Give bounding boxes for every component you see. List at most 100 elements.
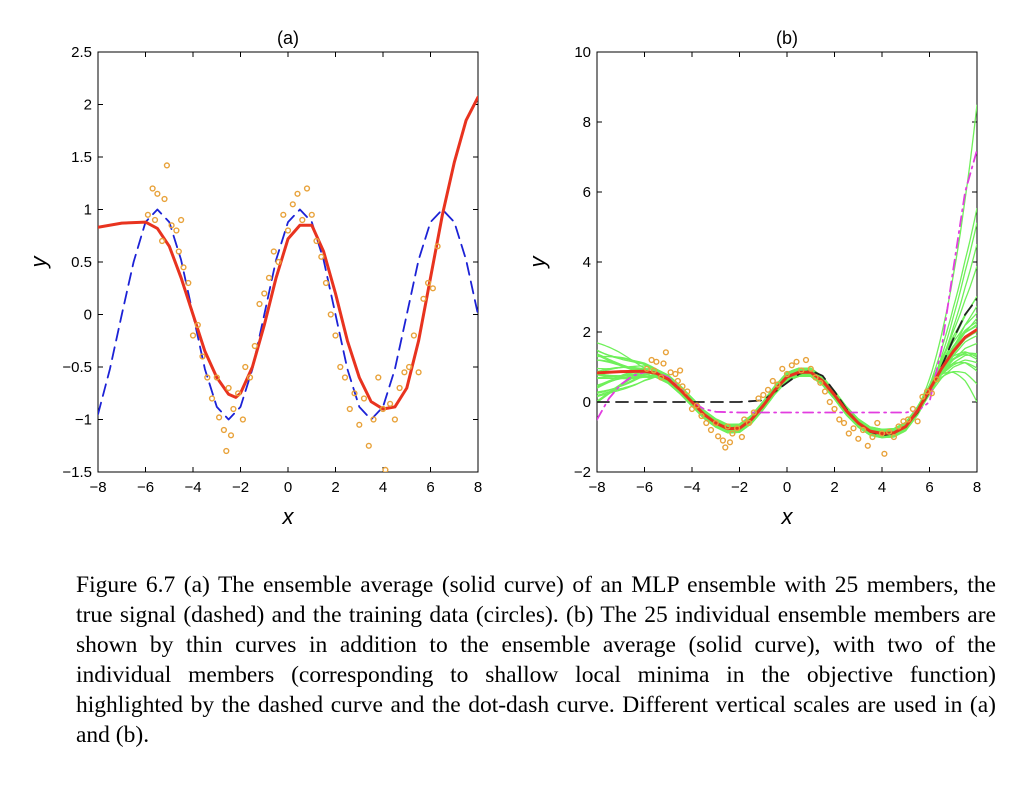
- x-tick-label: −8: [89, 479, 106, 496]
- data-point: [719, 437, 727, 444]
- x-tick-label: 6: [925, 479, 933, 496]
- y-tick-label: 2: [84, 97, 92, 114]
- member-line: [597, 351, 977, 439]
- data-point: [802, 356, 810, 364]
- data-point: [168, 222, 175, 229]
- data-point: [175, 248, 182, 255]
- panel-title: (a): [277, 28, 299, 48]
- data-point: [370, 416, 377, 423]
- y-tick-label: −2: [574, 464, 591, 481]
- y-tick-label: 1: [84, 202, 92, 219]
- data-point: [914, 418, 921, 425]
- data-point: [194, 321, 201, 329]
- data-point: [724, 423, 731, 430]
- x-tick-label: −8: [588, 479, 605, 496]
- data-point: [242, 363, 249, 371]
- data-point: [434, 243, 441, 250]
- curves: [597, 104, 977, 457]
- curves: [98, 95, 478, 472]
- data-point: [653, 358, 660, 365]
- panel-a: −8 −6 −4 −2 0 2 4 6 8 −1.5 −1 −0.5 0 0.5 1 1.5 2 2.5 (a) x y: [26, 28, 482, 529]
- data-point: [688, 405, 696, 413]
- data-point: [679, 383, 686, 390]
- x-axis-label: x: [282, 504, 295, 529]
- data-point: [230, 405, 237, 413]
- data-point: [289, 201, 296, 208]
- data-point: [275, 258, 282, 266]
- data-point: [667, 369, 674, 376]
- data-point: [672, 370, 679, 378]
- data-point: [712, 419, 719, 427]
- x-tick-label: 4: [379, 479, 387, 496]
- data-point: [265, 274, 273, 281]
- data-point: [859, 426, 867, 434]
- data-point: [745, 419, 753, 427]
- data-point: [774, 381, 781, 388]
- data-point: [662, 349, 670, 356]
- data-point: [928, 390, 936, 397]
- x-tick-label: −4: [683, 479, 700, 496]
- y-tick-label: 4: [583, 254, 591, 271]
- y-tick-label: 0: [84, 307, 92, 324]
- data-point: [425, 279, 432, 287]
- data-point: [807, 365, 814, 372]
- data-point: [284, 227, 292, 234]
- data-point: [885, 428, 893, 435]
- data-point: [750, 409, 757, 416]
- solid-curve: [98, 95, 478, 411]
- data-point: [379, 405, 387, 413]
- data-point: [755, 395, 762, 402]
- data-point: [204, 374, 211, 381]
- data-point: [178, 216, 185, 224]
- data-point: [726, 439, 734, 446]
- data-point: [674, 377, 681, 385]
- data-point: [360, 395, 368, 402]
- y-tick-label: −1.5: [62, 464, 92, 481]
- data-point: [351, 390, 358, 397]
- data-point: [783, 370, 791, 378]
- data-point: [337, 363, 344, 371]
- x-tick-label: −2: [731, 479, 748, 496]
- y-tick-label: −0.5: [62, 359, 92, 376]
- data-point: [878, 430, 886, 437]
- data-point: [836, 416, 843, 423]
- data-point: [904, 416, 912, 423]
- data-point: [213, 374, 220, 381]
- data-point: [227, 432, 235, 439]
- data-point: [225, 384, 232, 392]
- data-point: [396, 384, 403, 392]
- data-point: [235, 390, 242, 397]
- data-point: [387, 400, 394, 407]
- member-line: [597, 104, 977, 438]
- member-line: [597, 359, 977, 434]
- data-point: [180, 264, 187, 271]
- data-point: [933, 376, 940, 383]
- data-point: [798, 367, 805, 374]
- x-tick-label: −6: [636, 479, 653, 496]
- member-line: [597, 342, 977, 434]
- x-tick-label: 6: [426, 479, 434, 496]
- data-point: [223, 447, 230, 455]
- data-point: [216, 414, 223, 421]
- data-point: [327, 311, 334, 318]
- data-point: [401, 369, 408, 376]
- figure-caption: Figure 6.7 (a) The ensemble average (sol…: [76, 572, 996, 748]
- data-point: [657, 374, 665, 381]
- data-point: [391, 416, 399, 423]
- data-point: [382, 466, 389, 472]
- data-point: [356, 421, 363, 428]
- data-point: [220, 426, 228, 434]
- data-point: [864, 442, 871, 449]
- data-point: [831, 405, 838, 413]
- x-tick-label: 4: [878, 479, 886, 496]
- data-point: [185, 279, 192, 287]
- data-point: [722, 444, 729, 451]
- data-point: [256, 300, 263, 308]
- data-point: [826, 398, 833, 406]
- data-point: [415, 369, 422, 376]
- data-point: [840, 419, 848, 427]
- data-point: [779, 365, 786, 372]
- plot-frame: [97, 51, 479, 473]
- data-point: [189, 332, 197, 339]
- data-point: [429, 285, 437, 292]
